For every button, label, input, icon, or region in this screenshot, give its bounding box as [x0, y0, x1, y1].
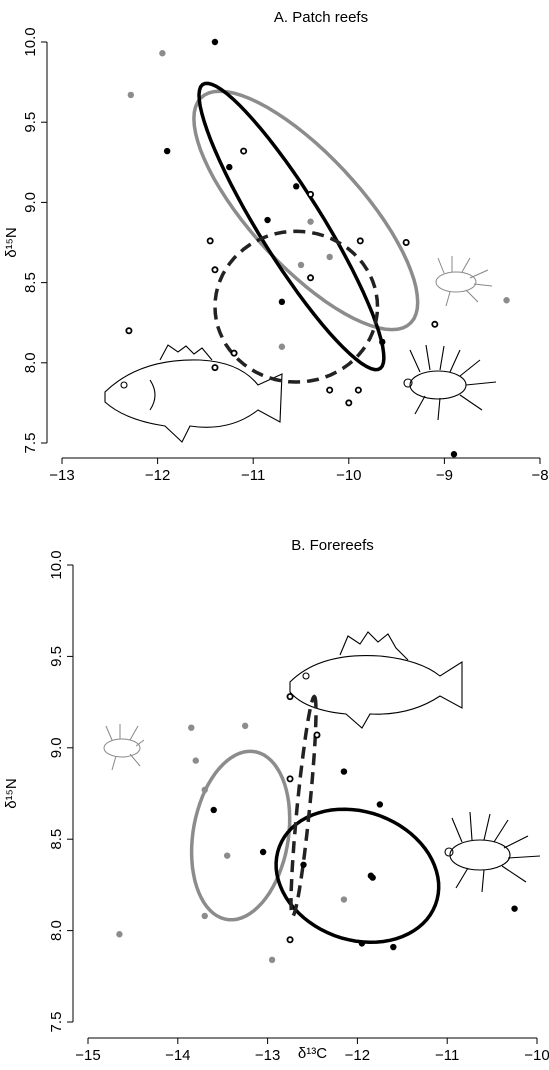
- ellipse: [289, 694, 318, 919]
- y-tick-label: 9.5: [22, 112, 39, 133]
- point: [226, 163, 233, 171]
- point: [390, 943, 397, 951]
- point: [188, 724, 195, 731]
- point: [379, 338, 386, 346]
- point: [127, 91, 135, 99]
- x-tick-label: −9: [436, 467, 453, 484]
- point: [358, 940, 366, 947]
- ellipse: [197, 81, 386, 372]
- chart-title: B. Forereefs: [291, 537, 374, 554]
- point: [201, 786, 208, 794]
- ellipse: [192, 89, 420, 332]
- ellipse: [189, 749, 292, 922]
- x-tick-label: −15: [75, 1047, 100, 1064]
- point: [293, 183, 300, 190]
- point: [450, 451, 458, 458]
- y-tick-label: 9.0: [22, 192, 39, 213]
- open-point: [230, 349, 238, 357]
- y-tick-label: 9.5: [48, 646, 65, 667]
- x-tick-label: −11: [241, 467, 265, 484]
- open-point: [211, 266, 219, 274]
- grouper-illustration: [289, 631, 463, 729]
- grouper-illustration: [104, 344, 283, 443]
- y-tick-label: 8.5: [22, 272, 39, 293]
- open-point: [286, 693, 294, 701]
- open-point: [326, 386, 334, 394]
- point: [326, 253, 333, 261]
- point: [201, 912, 208, 920]
- point: [259, 848, 267, 856]
- x-tick-label: −14: [165, 1047, 190, 1064]
- open-point: [354, 386, 362, 394]
- y-tick-label: 8.0: [48, 920, 65, 941]
- point: [300, 861, 307, 868]
- x-tick-label: −13: [255, 1047, 280, 1064]
- open-point: [313, 731, 321, 739]
- point: [297, 261, 305, 269]
- y-tick-label: 8.5: [48, 829, 65, 850]
- lionfish-illustration: [435, 256, 493, 307]
- x-tick-label: −8: [531, 467, 548, 484]
- open-point: [307, 190, 315, 198]
- point: [511, 905, 518, 912]
- point: [503, 297, 510, 304]
- open-point: [345, 399, 353, 407]
- y-tick-label: 9.0: [48, 737, 65, 758]
- point: [116, 931, 123, 938]
- x-tick-label: −12: [145, 467, 170, 484]
- y-tick-label: 8.0: [22, 352, 39, 373]
- point: [307, 218, 314, 225]
- y-tick-label: 7.5: [48, 1012, 65, 1033]
- open-point: [431, 320, 439, 328]
- point: [241, 722, 249, 730]
- point: [210, 806, 217, 814]
- x-axis-label: δ¹³C: [298, 1045, 327, 1062]
- point: [211, 38, 219, 46]
- point: [340, 896, 348, 903]
- open-point: [211, 364, 219, 372]
- chart-title: A. Patch reefs: [274, 9, 368, 26]
- y-tick-label: 10.0: [22, 27, 39, 56]
- lionfish-illustration: [103, 724, 145, 771]
- point: [192, 757, 199, 764]
- lionfish-illustration: [444, 811, 541, 893]
- y-tick-label: 10.0: [48, 550, 65, 579]
- open-point: [307, 274, 315, 282]
- point: [278, 343, 286, 350]
- ellipse: [274, 807, 441, 945]
- point: [223, 852, 231, 859]
- x-tick-label: −11: [435, 1047, 459, 1064]
- ellipse: [213, 229, 380, 384]
- y-axis-label: δ¹⁵N: [3, 778, 20, 808]
- x-tick-label: −13: [49, 467, 74, 484]
- x-tick-label: −12: [345, 1047, 370, 1064]
- y-axis-label: δ¹⁵N: [3, 227, 20, 257]
- point: [268, 956, 276, 964]
- point: [340, 768, 348, 775]
- open-point: [286, 775, 294, 783]
- x-tick-label: −10: [524, 1047, 549, 1064]
- open-point: [240, 147, 248, 155]
- point: [278, 298, 286, 306]
- point: [159, 50, 166, 57]
- y-tick-label: 7.5: [22, 433, 39, 454]
- point: [376, 801, 384, 808]
- lionfish-illustration: [403, 344, 497, 421]
- open-point: [286, 936, 294, 944]
- point: [264, 216, 271, 224]
- point: [163, 147, 171, 155]
- x-tick-label: −10: [336, 467, 361, 484]
- open-point: [125, 327, 133, 335]
- open-point: [402, 238, 410, 246]
- point: [369, 874, 376, 881]
- open-point: [206, 237, 214, 245]
- open-point: [356, 237, 364, 245]
